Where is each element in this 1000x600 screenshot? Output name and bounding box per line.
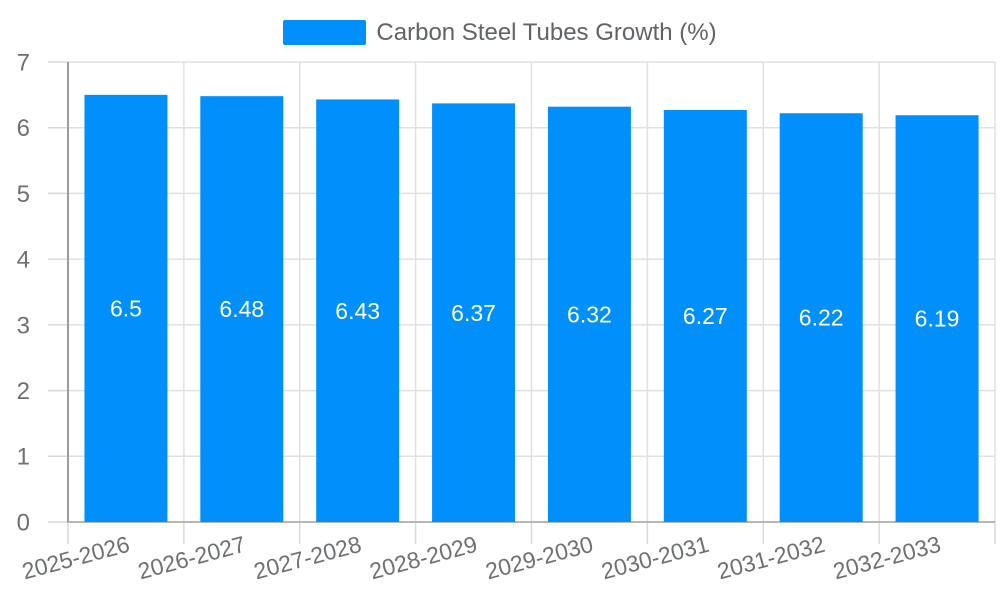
- x-axis-label: 2030-2031: [599, 531, 712, 585]
- x-axis-label: 2032-2033: [830, 531, 943, 585]
- bar[interactable]: [316, 99, 400, 522]
- legend-label: Carbon Steel Tubes Growth (%): [376, 19, 717, 46]
- y-axis-label: 1: [17, 444, 30, 471]
- bar-value-label: 6.19: [915, 306, 960, 332]
- x-axis-label: 2027-2028: [251, 531, 364, 585]
- legend[interactable]: Carbon Steel Tubes Growth (%): [0, 20, 1000, 45]
- bar-value-label: 6.22: [799, 305, 844, 331]
- y-axis-label: 7: [17, 49, 30, 76]
- x-axis-label: 2025-2026: [19, 531, 132, 585]
- bar-value-label: 6.32: [567, 301, 612, 327]
- legend-marker: [283, 20, 367, 45]
- x-axis-label: 2028-2029: [367, 531, 480, 585]
- x-axis-label: 2029-2030: [483, 531, 596, 585]
- y-axis-label: 0: [17, 509, 30, 536]
- bar-value-label: 6.5: [110, 295, 142, 321]
- bar-value-label: 6.27: [683, 303, 728, 329]
- bar[interactable]: [663, 109, 747, 522]
- bar[interactable]: [895, 115, 979, 522]
- y-axis-label: 5: [17, 181, 30, 208]
- y-axis-label: 2: [17, 378, 30, 405]
- bar-value-label: 6.37: [451, 300, 496, 326]
- bar[interactable]: [547, 106, 631, 522]
- y-axis-label: 4: [17, 247, 30, 274]
- bar-value-label: 6.43: [335, 298, 380, 324]
- x-axis-label: 2026-2027: [135, 531, 248, 585]
- bar-value-label: 6.48: [219, 296, 264, 322]
- bar[interactable]: [200, 96, 284, 523]
- x-axis-label: 2031-2032: [715, 531, 828, 585]
- y-axis-label: 3: [17, 312, 30, 339]
- bar[interactable]: [779, 113, 863, 522]
- y-axis-label: 6: [17, 115, 30, 142]
- bar[interactable]: [84, 94, 168, 522]
- bar[interactable]: [432, 103, 516, 523]
